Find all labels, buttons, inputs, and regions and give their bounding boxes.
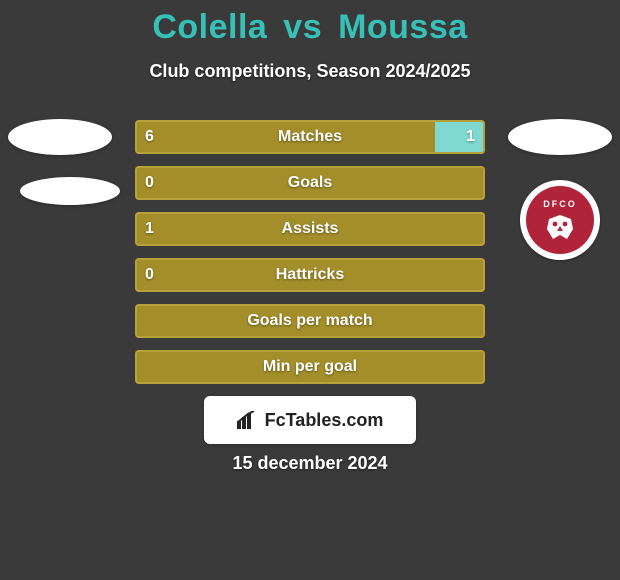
date: 15 december 2024 [0, 453, 620, 474]
player1-avatar [8, 119, 112, 155]
stat-seg-player1 [135, 304, 485, 338]
watermark: FcTables.com [204, 396, 416, 444]
watermark-text: FcTables.com [265, 410, 384, 431]
subtitle: Club competitions, Season 2024/2025 [0, 61, 620, 82]
stat-row: Goals per match [135, 304, 485, 338]
stat-seg-player1 [135, 350, 485, 384]
stat-seg-player1 [135, 212, 485, 246]
stat-row: Min per goal [135, 350, 485, 384]
stat-seg-player1 [135, 166, 485, 200]
club-crest: DFCO [526, 186, 594, 254]
stat-seg-player1 [135, 120, 435, 154]
stat-value-player1: 1 [135, 212, 164, 246]
player1-name: Colella [152, 8, 267, 46]
stat-value-player1: 6 [135, 120, 164, 154]
stat-value-player1: 0 [135, 166, 164, 200]
crest-text: DFCO [543, 199, 577, 209]
comparison-card: Colella vs Moussa Club competitions, Sea… [0, 0, 620, 580]
player2-club-avatar: DFCO [520, 180, 600, 260]
stat-row: 61Matches [135, 120, 485, 154]
player1-club-avatar [20, 177, 120, 205]
player2-name: Moussa [338, 8, 468, 46]
stat-row: 0Hattricks [135, 258, 485, 292]
stat-row: 0Goals [135, 166, 485, 200]
stat-bars: 61Matches0Goals1Assists0HattricksGoals p… [135, 120, 485, 396]
player2-avatar [508, 119, 612, 155]
vs-separator: vs [283, 8, 322, 46]
stat-seg-player1 [135, 258, 485, 292]
stat-row: 1Assists [135, 212, 485, 246]
page-title: Colella vs Moussa [0, 8, 620, 47]
owl-icon [543, 213, 577, 241]
stat-value-player1: 0 [135, 258, 164, 292]
stat-value-player2: 1 [456, 120, 485, 154]
logo-icon [237, 411, 259, 429]
